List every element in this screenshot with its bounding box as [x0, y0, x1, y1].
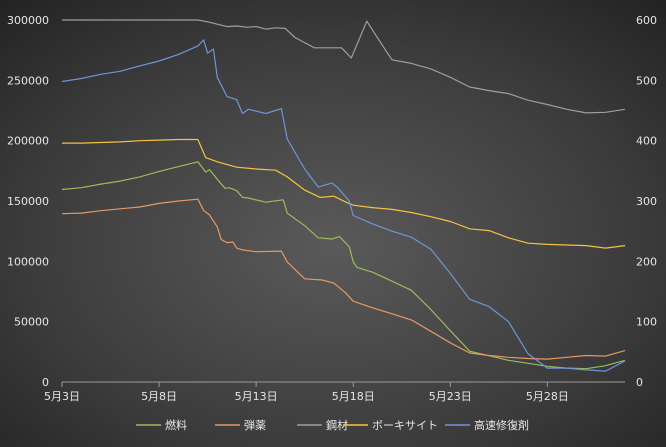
y-left-tick-label: 150000 — [7, 195, 49, 208]
y-right-tick-label: 300 — [636, 195, 657, 208]
y-right-tick-label: 200 — [636, 255, 657, 268]
legend-label: 燃料 — [165, 418, 187, 432]
y-left-tick-label: 50000 — [14, 316, 49, 329]
legend-label: ボーキサイト — [372, 419, 438, 432]
y-right-tick-label: 100 — [636, 316, 657, 329]
chart-legend: 燃料 弾薬 鋼材 ボーキサイト 高速修復剤 — [136, 418, 529, 432]
series-line-3 — [62, 138, 626, 249]
legend-label: 弾薬 — [244, 419, 266, 432]
x-tick-label: 5月13日 — [235, 390, 278, 403]
y-left-tick-label: 250000 — [7, 74, 49, 87]
chart-axes: 0 50000 100000 150000 200000 250000 300000 0 100… — [7, 14, 657, 403]
chart-series — [61, 19, 626, 372]
legend-label: 鋼材 — [326, 418, 348, 432]
x-tick-label: 5月3日 — [44, 390, 80, 403]
y-right-tick-label: 0 — [636, 376, 643, 389]
x-tick-label: 5月23日 — [429, 390, 472, 403]
x-tick-label: 5月8日 — [141, 390, 177, 403]
y-left-tick-label: 300000 — [7, 14, 49, 27]
x-tick-label: 5月28日 — [526, 390, 569, 403]
y-left-tick-label: 0 — [42, 376, 49, 389]
x-tick-label: 5月18日 — [332, 390, 375, 403]
legend-label: 高速修復剤 — [474, 418, 529, 432]
y-right-tick-label: 600 — [636, 14, 657, 27]
series-line-0 — [61, 161, 626, 370]
series-line-1 — [61, 198, 626, 360]
series-line-2 — [62, 19, 626, 114]
y-right-tick-label: 500 — [636, 74, 657, 87]
y-left-tick-label: 200000 — [7, 135, 49, 148]
series-line-4 — [61, 39, 626, 372]
y-right-tick-label: 400 — [636, 135, 657, 148]
y-left-tick-label: 100000 — [7, 255, 49, 268]
